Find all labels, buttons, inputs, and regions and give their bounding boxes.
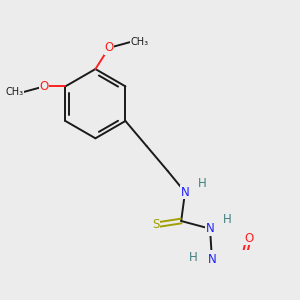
Text: N: N bbox=[208, 253, 216, 266]
Text: N: N bbox=[181, 186, 189, 199]
Text: O: O bbox=[40, 80, 49, 93]
Text: O: O bbox=[104, 41, 113, 54]
Text: H: H bbox=[223, 213, 232, 226]
Text: N: N bbox=[206, 222, 214, 235]
Text: S: S bbox=[152, 218, 160, 231]
Text: H: H bbox=[198, 177, 207, 190]
Text: O: O bbox=[244, 232, 253, 245]
Text: CH₃: CH₃ bbox=[5, 87, 23, 97]
Text: H: H bbox=[189, 251, 198, 264]
Text: CH₃: CH₃ bbox=[130, 37, 148, 47]
